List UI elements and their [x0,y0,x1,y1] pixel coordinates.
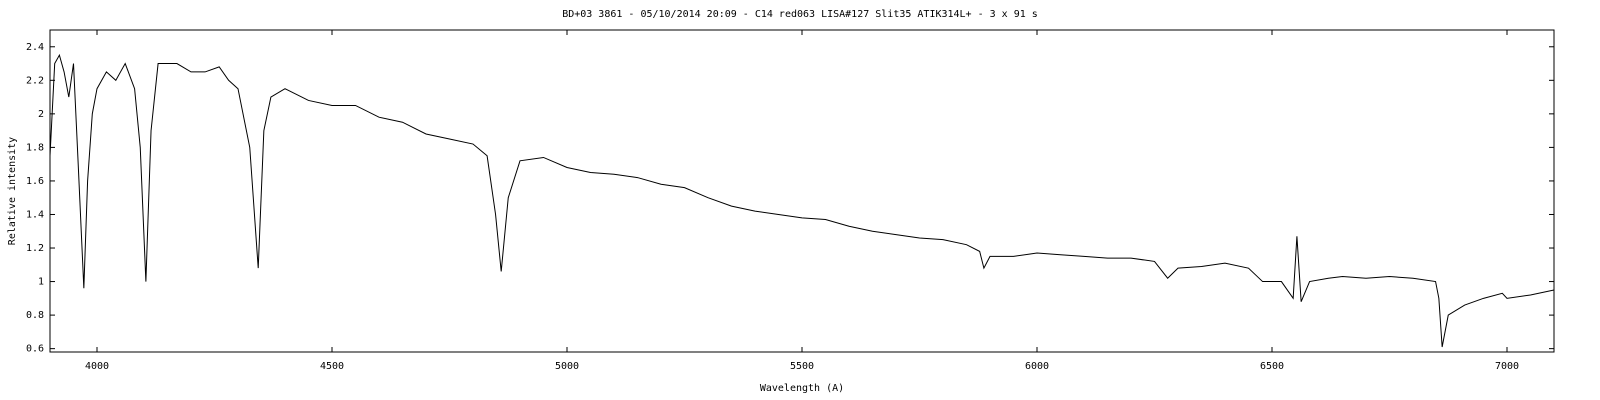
plot-frame [49,29,1555,353]
y-tick-label: 1.4 [26,209,44,220]
y-axis-label: Relative intensity [7,137,18,245]
x-tick-label: 6500 [1260,361,1284,372]
y-tick-label: 0.8 [26,310,44,321]
y-tick-label: 1.2 [26,243,44,254]
y-tick-label: 0.6 [26,344,44,355]
x-tick-label: 7000 [1495,361,1519,372]
chart-title: BD+03 3861 - 05/10/2014 20:09 - C14 red0… [562,9,1038,20]
y-tick-label: 1.8 [26,142,44,153]
spectrum-line [49,53,1555,348]
x-tick-label: 5000 [555,361,579,372]
y-tick-label: 1 [38,277,44,288]
x-tick-label: 5500 [790,361,814,372]
y-tick-label: 2.2 [26,75,44,86]
x-tick-label: 4000 [85,361,109,372]
y-tick-label: 2 [38,109,44,120]
y-tick-label: 2.4 [26,42,44,53]
x-axis-label: Wavelength (A) [760,383,844,394]
x-tick-label: 4500 [320,361,344,372]
x-tick-label: 6000 [1025,361,1049,372]
y-tick-label: 1.6 [26,176,44,187]
